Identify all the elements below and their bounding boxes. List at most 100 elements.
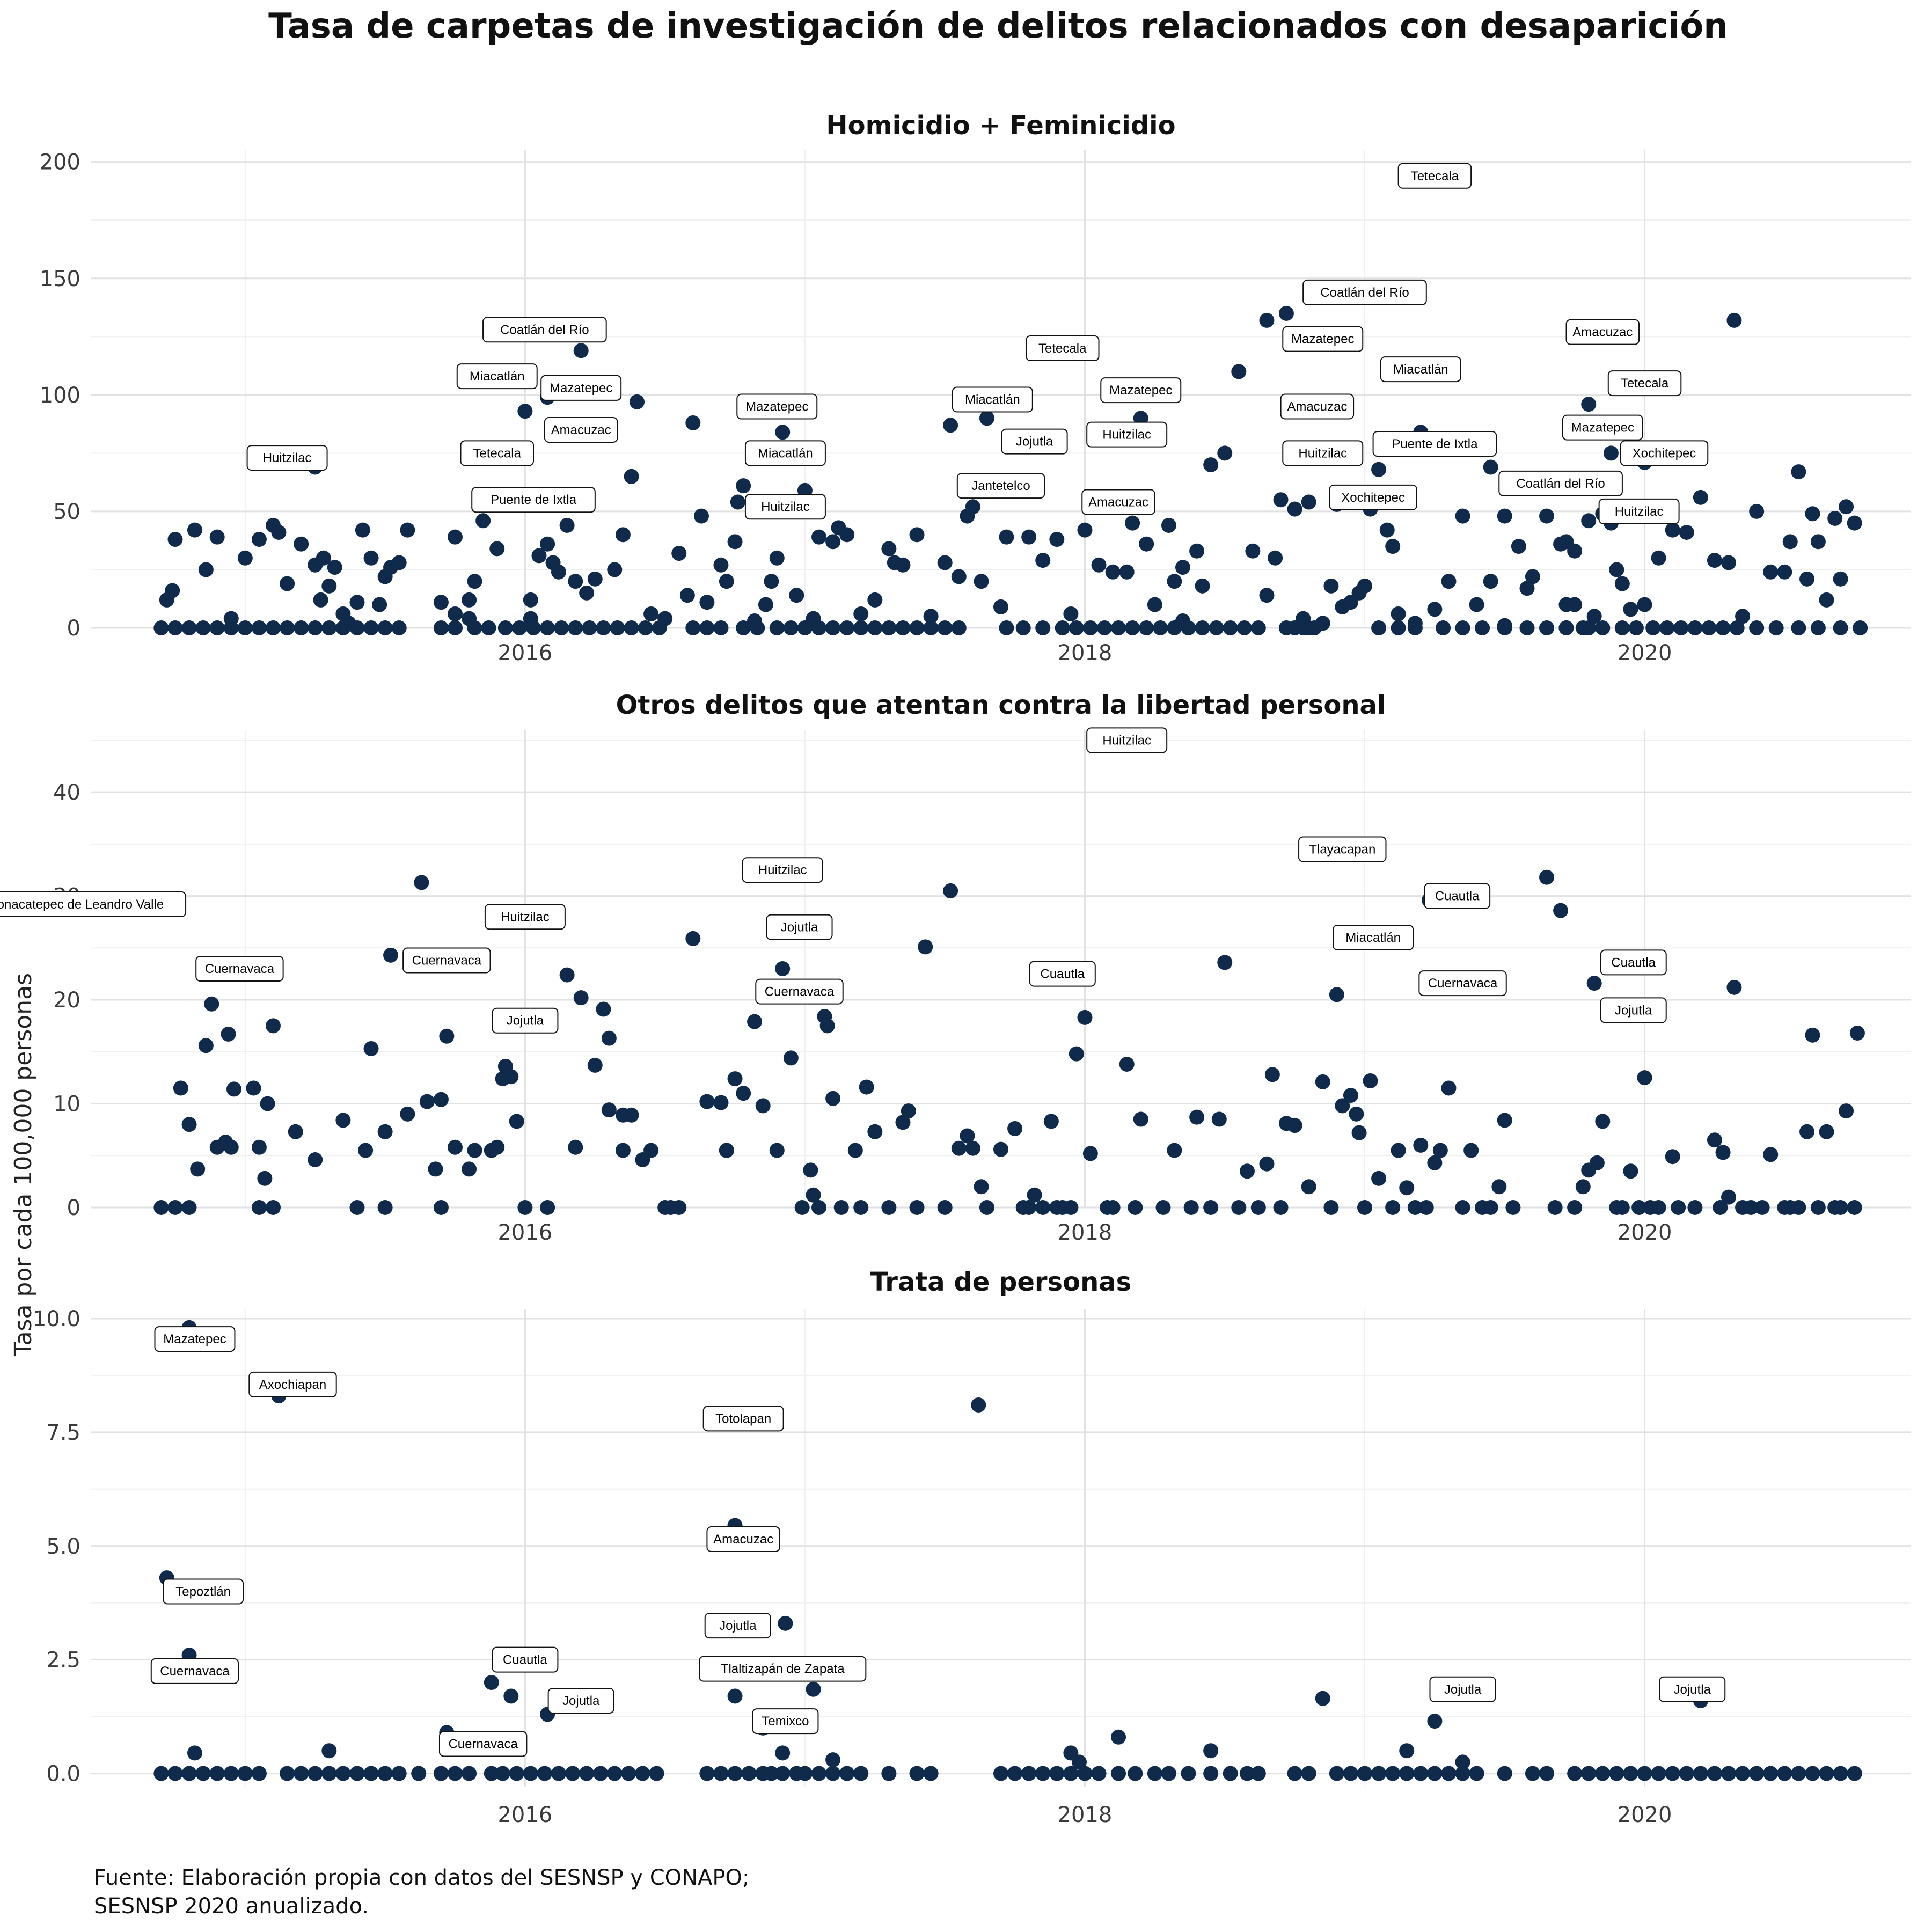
data-point bbox=[1139, 536, 1154, 552]
data-point bbox=[1749, 503, 1765, 519]
data-point bbox=[1581, 513, 1597, 529]
data-point bbox=[1713, 1200, 1728, 1215]
data-point bbox=[783, 1050, 799, 1066]
point-label: Coatlán del Río bbox=[1498, 470, 1623, 496]
data-point bbox=[167, 620, 183, 635]
data-point bbox=[1391, 620, 1406, 635]
data-point bbox=[1072, 1754, 1087, 1770]
data-point bbox=[1575, 1179, 1591, 1195]
data-point bbox=[497, 620, 513, 635]
data-point bbox=[1371, 620, 1387, 635]
data-point bbox=[1469, 1766, 1484, 1781]
data-point bbox=[503, 1688, 519, 1704]
data-point bbox=[775, 1766, 791, 1781]
data-point bbox=[960, 1128, 975, 1144]
data-point bbox=[1455, 620, 1470, 635]
point-label-box bbox=[1025, 335, 1100, 362]
data-point bbox=[204, 996, 219, 1012]
data-point bbox=[1055, 620, 1070, 635]
data-point bbox=[559, 967, 575, 983]
data-point bbox=[1810, 620, 1826, 635]
data-point bbox=[540, 1200, 555, 1215]
y-tick-label: 10.0 bbox=[33, 1307, 80, 1331]
data-point bbox=[587, 571, 603, 587]
data-point bbox=[266, 1018, 281, 1034]
point-label-text: Miacatlán bbox=[1393, 362, 1448, 377]
point-label-text: Mazatepec bbox=[1571, 421, 1634, 435]
data-point bbox=[433, 620, 449, 635]
data-point bbox=[853, 620, 869, 635]
data-point bbox=[671, 1200, 687, 1215]
point-label-text: Amacuzac bbox=[551, 423, 611, 437]
data-point bbox=[377, 1200, 393, 1215]
data-point bbox=[657, 611, 673, 626]
point-label-box bbox=[1424, 883, 1491, 909]
data-point bbox=[1203, 457, 1219, 473]
data-point bbox=[1628, 620, 1644, 635]
point-label-box bbox=[0, 891, 187, 918]
data-point bbox=[280, 1766, 295, 1781]
data-point bbox=[1687, 620, 1703, 635]
data-point bbox=[391, 555, 407, 570]
point-label-box bbox=[742, 857, 823, 883]
point-label-text: Tetecala bbox=[1038, 341, 1087, 356]
data-point bbox=[764, 1766, 779, 1781]
data-point bbox=[1839, 499, 1854, 515]
point-label-text: Miacatlán bbox=[965, 393, 1020, 407]
data-point bbox=[1128, 1200, 1143, 1215]
point-label-box bbox=[484, 904, 566, 930]
data-point bbox=[1385, 1766, 1401, 1781]
data-point bbox=[251, 1200, 267, 1215]
data-point bbox=[1729, 620, 1745, 635]
data-point bbox=[1749, 620, 1765, 635]
point-label: Puente de Ixtla bbox=[471, 487, 596, 513]
data-point bbox=[685, 415, 701, 430]
data-point bbox=[1007, 1766, 1023, 1781]
data-point bbox=[1278, 620, 1294, 635]
data-point bbox=[693, 508, 709, 524]
point-label: Jojutla bbox=[766, 914, 833, 940]
point-label: Coatlán del Río bbox=[1302, 279, 1427, 305]
point-label-text: Tlaltizapán de Zapata bbox=[721, 1662, 845, 1677]
data-point bbox=[764, 574, 779, 589]
data-point bbox=[1497, 620, 1512, 635]
data-point bbox=[523, 592, 538, 608]
point-label-text: Tetecala bbox=[1411, 169, 1459, 184]
data-point bbox=[195, 1766, 211, 1781]
data-point bbox=[1427, 1155, 1443, 1170]
data-point bbox=[568, 574, 583, 589]
point-label: Huitzilac bbox=[246, 445, 328, 471]
data-point bbox=[685, 620, 701, 635]
point-label: Huitzilac bbox=[744, 494, 826, 520]
point-label-box bbox=[1333, 924, 1414, 950]
data-point bbox=[1651, 550, 1666, 566]
data-point bbox=[1049, 1766, 1065, 1781]
data-point bbox=[467, 620, 482, 635]
point-label-box bbox=[547, 1687, 614, 1714]
data-point bbox=[596, 620, 611, 635]
data-point bbox=[1567, 1766, 1583, 1781]
point-label-text: Cuautla bbox=[503, 1653, 547, 1667]
data-point bbox=[1385, 539, 1401, 554]
point-label-box bbox=[1380, 356, 1461, 383]
data-point bbox=[1805, 1027, 1820, 1043]
point-label-text: Miacatlán bbox=[1345, 931, 1401, 945]
point-label: Jantetelco bbox=[956, 473, 1045, 499]
data-point bbox=[825, 620, 841, 635]
data-point bbox=[825, 1091, 841, 1106]
data-point bbox=[167, 1766, 183, 1781]
x-tick-label: 2020 bbox=[1618, 1220, 1672, 1245]
point-label-box bbox=[1302, 279, 1427, 305]
point-label-box bbox=[482, 317, 607, 343]
point-label-text: Miacatlán bbox=[470, 369, 525, 384]
data-point bbox=[1211, 1111, 1227, 1127]
x-tick-label: 2018 bbox=[1058, 1803, 1113, 1827]
data-point bbox=[1250, 1766, 1266, 1781]
point-label-text: Tlayacapan bbox=[1309, 843, 1375, 857]
data-point bbox=[280, 620, 295, 635]
point-label-text: Mazatepec bbox=[1291, 332, 1354, 347]
data-point bbox=[778, 1615, 793, 1631]
data-point bbox=[462, 592, 477, 608]
data-point bbox=[1665, 1766, 1680, 1781]
